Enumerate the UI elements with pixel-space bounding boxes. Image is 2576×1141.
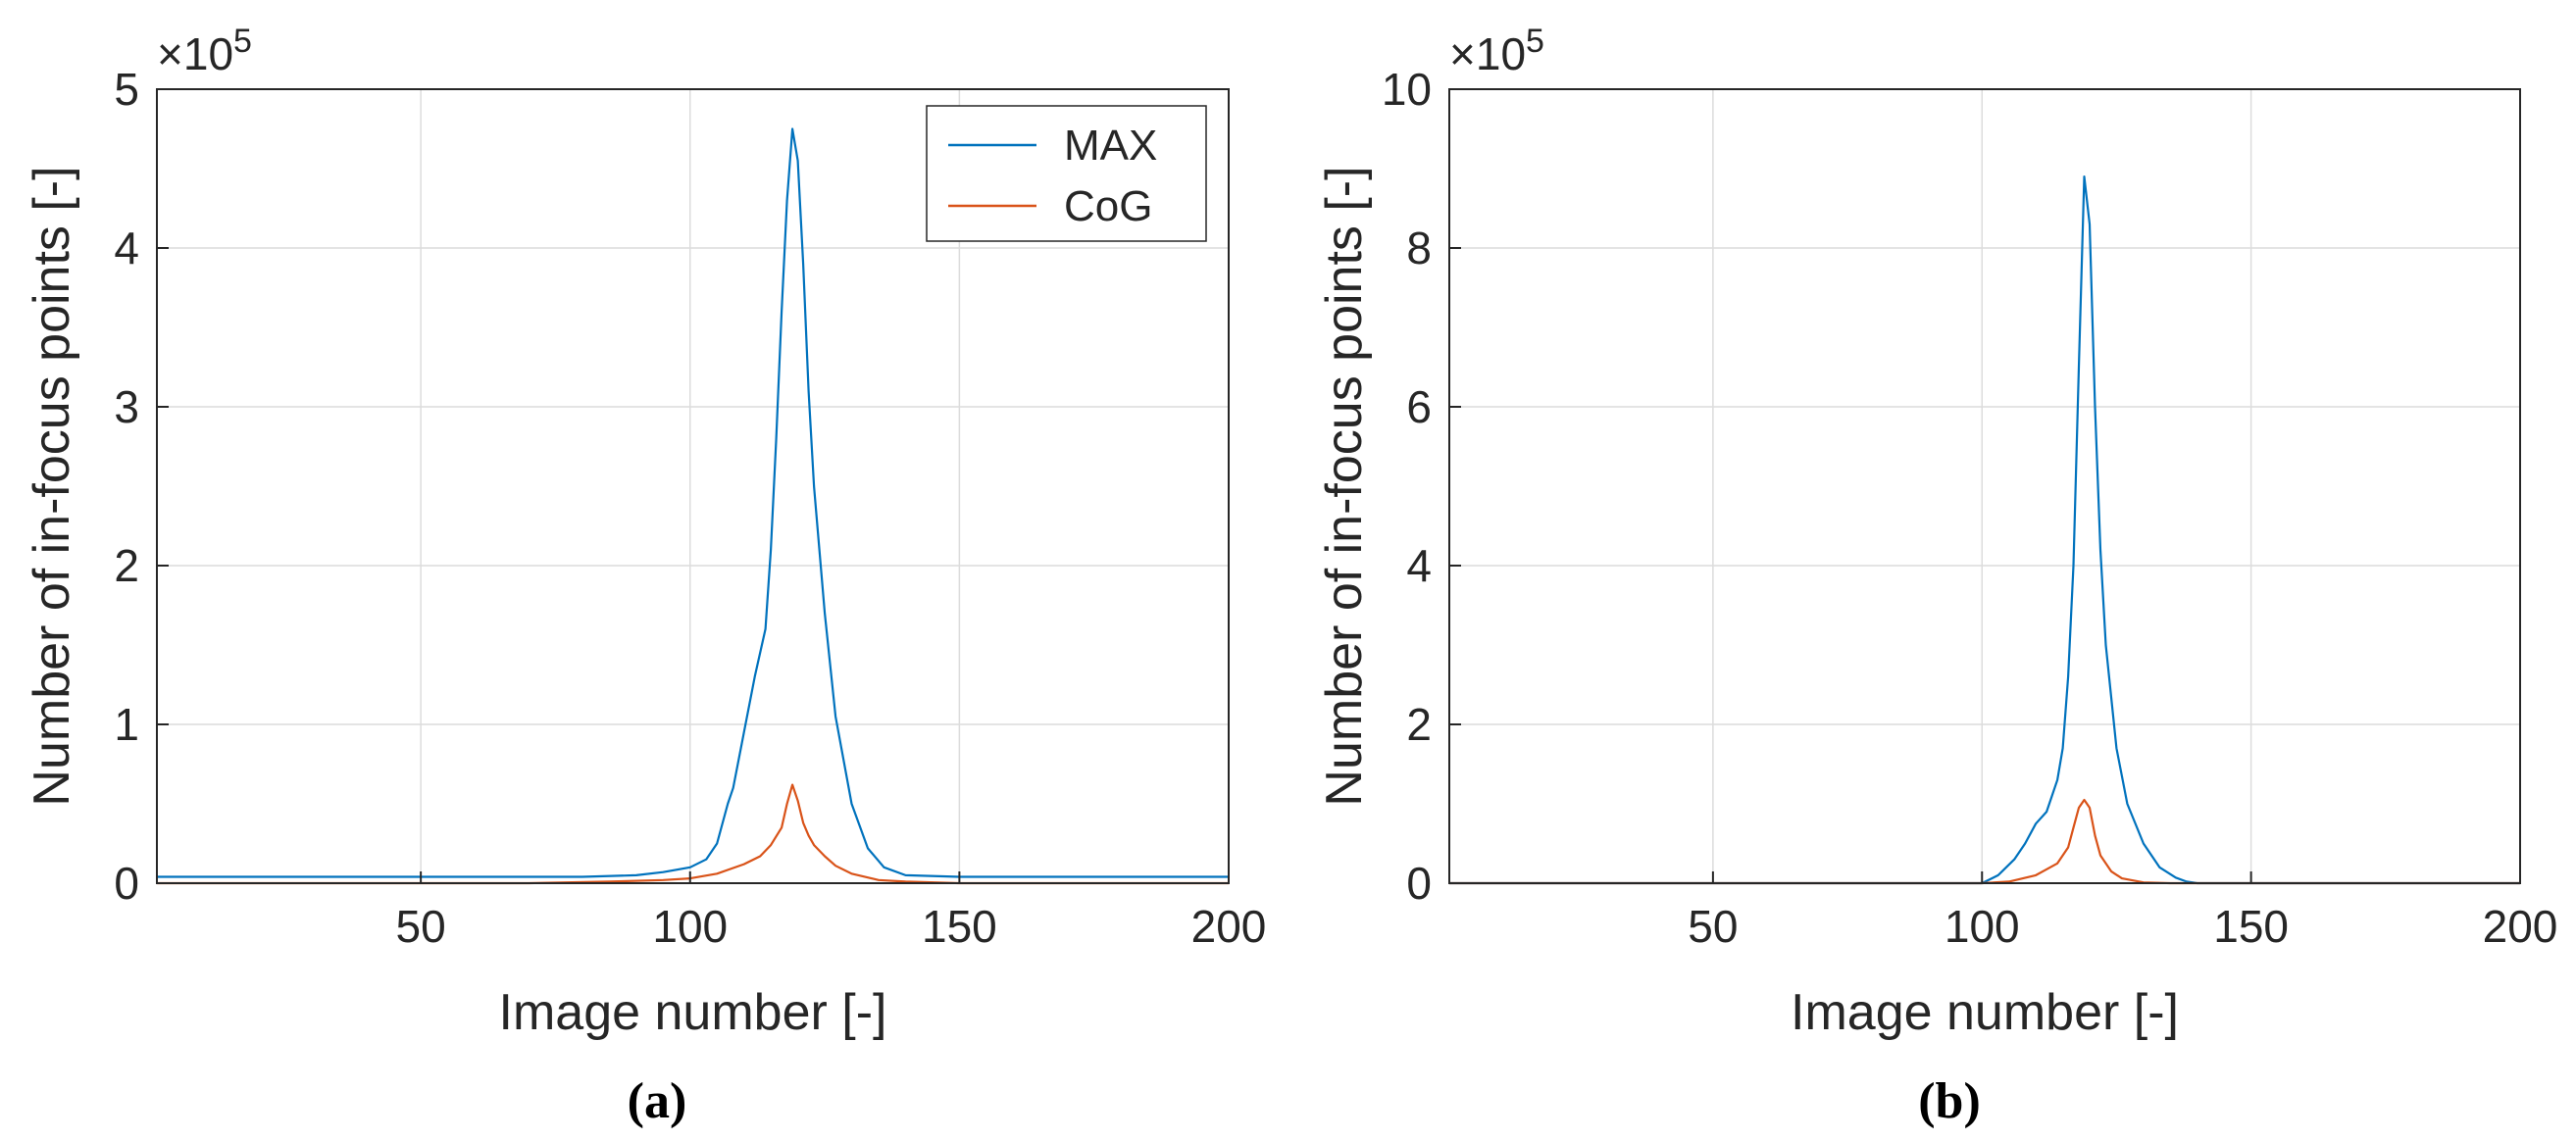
x-tick-label: 100: [652, 901, 728, 952]
y-tick-label: 1: [114, 699, 139, 750]
y-exponent-label: ×105: [157, 23, 252, 79]
y-axis-label: Number of in-focus points [-]: [24, 166, 80, 806]
panel-caption: (b): [1918, 1073, 1981, 1129]
plot-area-b: [1449, 89, 2520, 883]
y-tick-label: 2: [114, 540, 139, 591]
y-tick-label: 3: [114, 381, 139, 432]
x-tick-label: 100: [1945, 901, 2020, 952]
x-tick-label: 150: [2213, 901, 2289, 952]
x-tick-label: 50: [396, 901, 446, 952]
y-tick-label: 0: [114, 858, 139, 909]
x-tick-label: 50: [1688, 901, 1738, 952]
y-tick-label: 5: [114, 64, 139, 115]
x-axis-label: Image number [-]: [499, 984, 887, 1041]
axes-box-a: [156, 88, 1230, 884]
series-line-cog: [1449, 798, 2520, 885]
legend-box: [926, 105, 1207, 242]
x-tick-label: 150: [922, 901, 997, 952]
y-tick-label: 4: [114, 223, 139, 273]
axes-box-b: [1448, 88, 2521, 884]
series-line-cog: [157, 783, 1229, 885]
legend-label-max: MAX: [1064, 122, 1157, 170]
y-tick-label: 8: [1406, 223, 1432, 273]
y-exponent-label: ×105: [1449, 23, 1544, 79]
x-axis-label: Image number [-]: [1791, 984, 2179, 1041]
legend-label-cog: CoG: [1064, 182, 1152, 230]
panel-caption: (a): [628, 1073, 687, 1129]
y-tick-label: 2: [1406, 699, 1432, 750]
y-tick-label: 4: [1406, 540, 1432, 591]
series-line-max: [1449, 175, 2520, 885]
y-axis-label: Number of in-focus points [-]: [1316, 166, 1373, 806]
series-line-max: [157, 127, 1229, 878]
y-tick-label: 6: [1406, 381, 1432, 432]
y-tick-label: 0: [1406, 858, 1432, 909]
chart-panel-b: 50 100 150 200 0 2 4 6 8 10 ×105 Image number [-] Nu…: [1316, 23, 2557, 1129]
chart-panel-a: 50 100 150 200 0 1 2 3 4 5 ×105 Image number [-] Num…: [24, 23, 1266, 1129]
y-tick-label: 10: [1382, 64, 1432, 115]
x-tick-label: 200: [2483, 901, 2558, 952]
legend: MAX CoG: [926, 105, 1207, 242]
x-tick-label: 200: [1191, 901, 1267, 952]
